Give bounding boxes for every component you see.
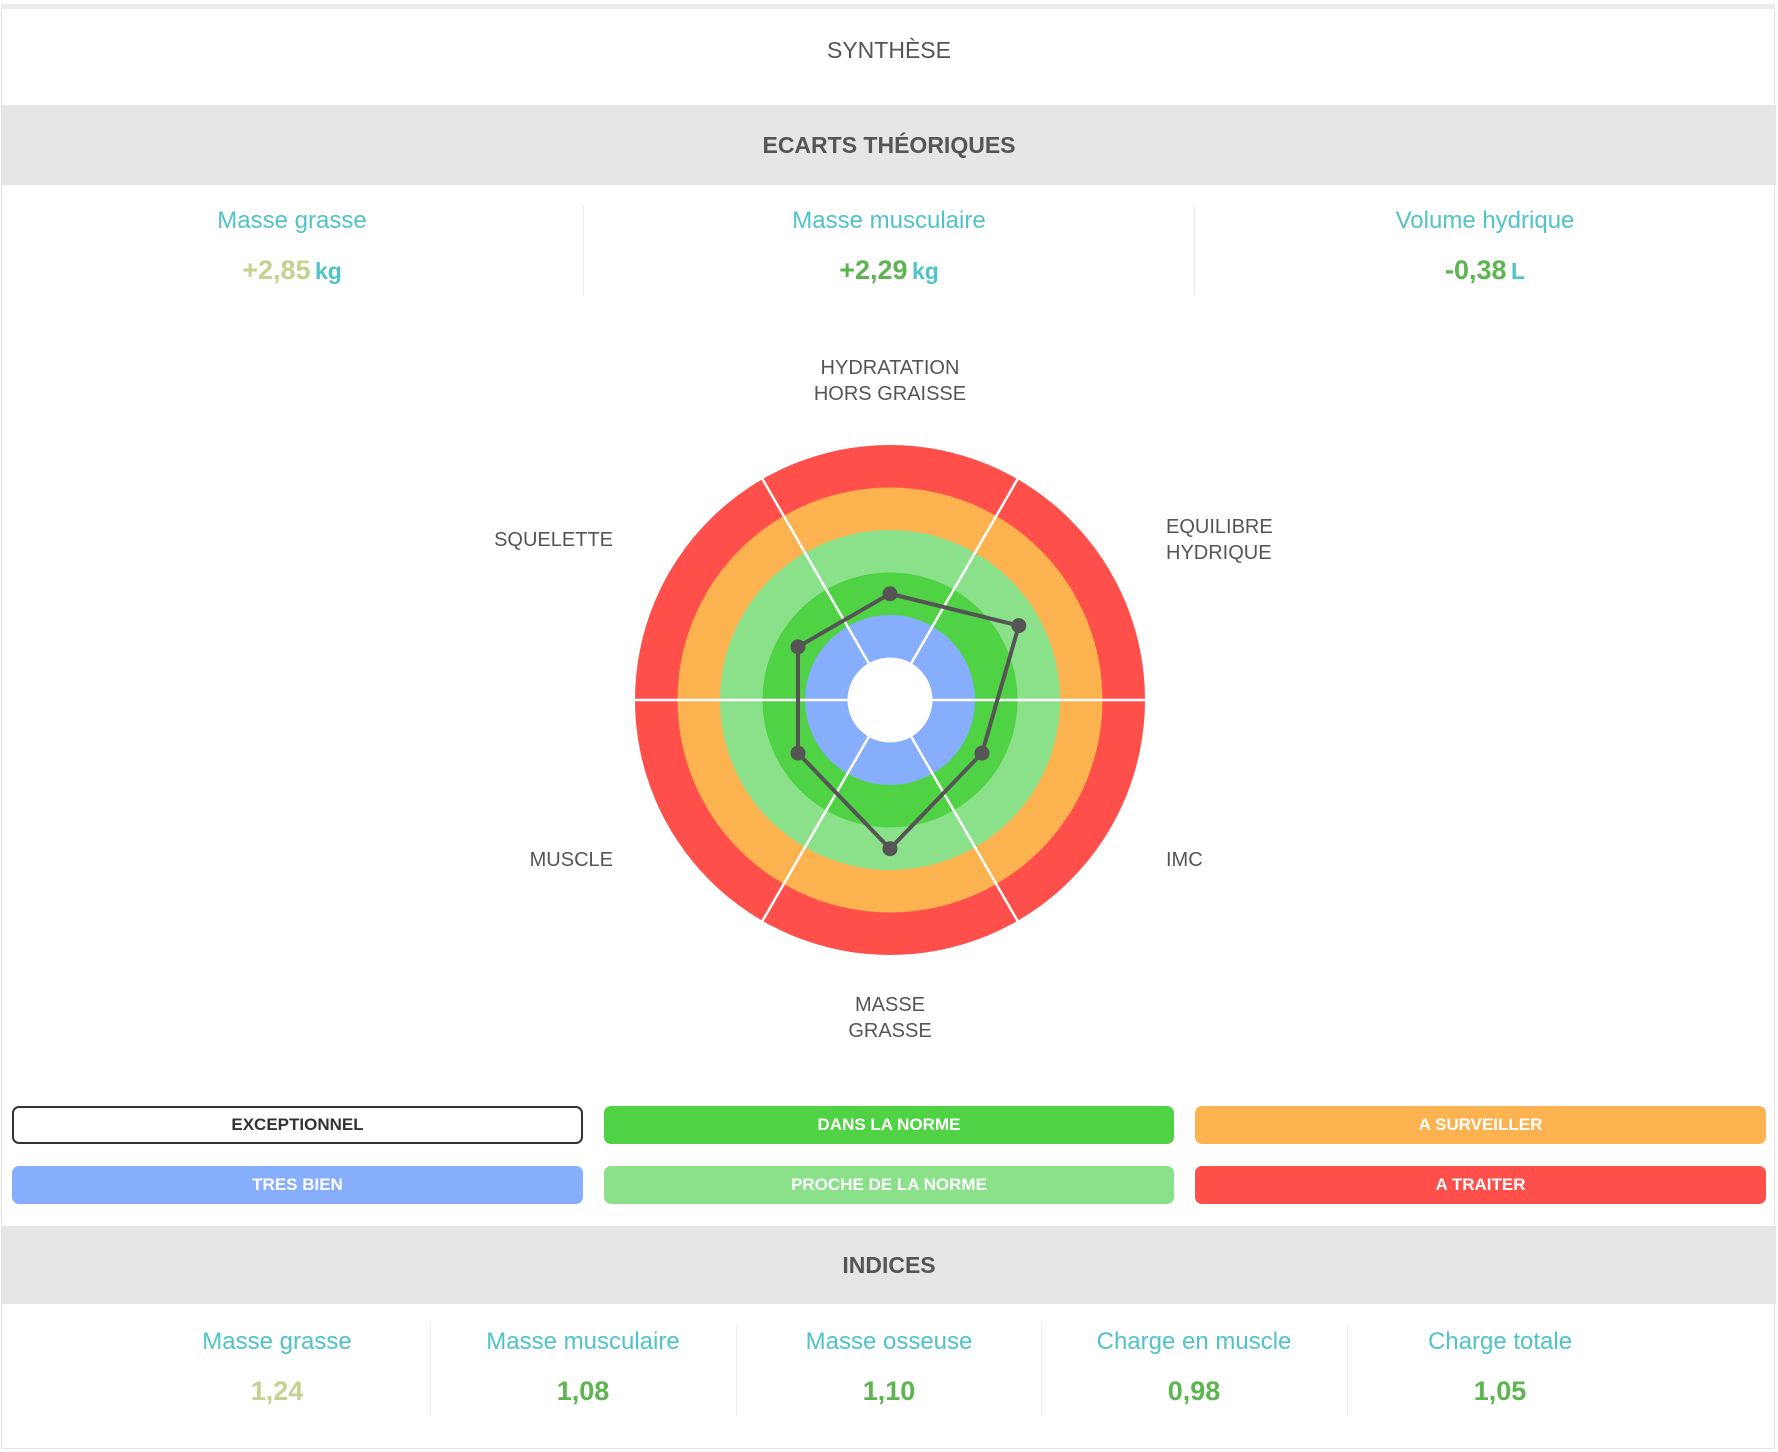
sector-divider	[910, 736, 1019, 922]
stat-value: +2,29	[839, 255, 908, 285]
divider	[583, 205, 584, 295]
legend-exceptionnel: EXCEPTIONNEL	[12, 1106, 583, 1144]
ecart-masse-grasse: Masse grasse +2,85 kg	[2, 207, 582, 286]
page-title: SYNTHÈSE	[827, 37, 951, 63]
indice-charge-totale: Charge totale 1,05	[1347, 1328, 1653, 1407]
radar-point-equilibre-hydrique	[1011, 618, 1027, 634]
axis-label-line: HYDRATATION	[820, 357, 960, 379]
indice-label: Charge totale	[1427, 1328, 1573, 1355]
indice-value: 1,08	[556, 1376, 610, 1406]
legend-dans-la-norme: DANS LA NORME	[604, 1106, 1174, 1144]
axis-label-line: HYDRIQUE	[1166, 542, 1272, 564]
stat-label: Masse grasse	[217, 207, 367, 234]
axis-label-line: SQUELETTE	[494, 529, 613, 551]
stat-unit: L	[1510, 258, 1526, 284]
stat-value: -0,38	[1444, 255, 1507, 285]
indice-masse-grasse: Masse grasse 1,24	[124, 1328, 430, 1407]
indice-masse-osseuse: Masse osseuse 1,10	[736, 1328, 1042, 1407]
axis-label-hydratation: HYDRATATION HORS GRAISSE	[740, 355, 1040, 407]
stat-value: +2,85	[242, 255, 311, 285]
indice-value: 1,24	[250, 1376, 304, 1406]
sector-divider	[910, 478, 1019, 664]
axis-label-line: HORS GRAISSE	[813, 383, 967, 405]
legend-tres-bien: TRES BIEN	[12, 1166, 583, 1204]
axis-label-line: IMC	[1166, 849, 1203, 871]
axis-label-line: GRASSE	[848, 1020, 932, 1042]
axis-label-equilibre-hydrique: EQUILIBRE HYDRIQUE	[1166, 514, 1273, 566]
radar-point-squelette	[790, 639, 806, 655]
ring-exceptionnel	[847, 657, 933, 743]
sector-divider	[761, 736, 870, 922]
indice-value: 1,10	[862, 1376, 916, 1406]
axis-label-squelette: SQUELETTE	[313, 527, 613, 553]
indices-title: INDICES	[842, 1252, 936, 1278]
indice-label: Masse musculaire	[486, 1328, 680, 1355]
ecart-masse-musculaire: Masse musculaire +2,29 kg	[584, 207, 1194, 286]
stat-unit: kg	[314, 258, 342, 284]
radar-point-muscle	[790, 745, 806, 761]
indice-value: 1,05	[1473, 1376, 1527, 1406]
synthese-card	[1, 4, 1775, 1449]
divider	[1194, 205, 1195, 295]
axis-label-line: EQUILIBRE	[1166, 516, 1273, 538]
stat-label: Volume hydrique	[1395, 207, 1575, 234]
indice-label: Masse osseuse	[805, 1328, 973, 1355]
radar-point-hydratation-hors-graisse	[882, 586, 898, 602]
axis-label-line: MASSE	[854, 994, 926, 1016]
axis-label-line: MUSCLE	[529, 849, 613, 871]
stat-label: Masse musculaire	[792, 207, 986, 234]
sector-divider	[761, 478, 870, 664]
indices-header: INDICES	[2, 1226, 1776, 1304]
axis-label-muscle: MUSCLE	[313, 847, 613, 873]
radar-point-masse-grasse	[882, 841, 898, 857]
ecarts-header: ECARTS THÉORIQUES	[2, 105, 1776, 185]
indice-label: Charge en muscle	[1096, 1328, 1292, 1355]
indice-value: 0,98	[1167, 1376, 1221, 1406]
axis-label-masse-grasse: MASSE GRASSE	[740, 992, 1040, 1044]
indice-label: Masse grasse	[202, 1328, 352, 1355]
axis-label-imc: IMC	[1166, 847, 1203, 873]
divider	[736, 1324, 737, 1416]
indice-masse-musculaire: Masse musculaire 1,08	[430, 1328, 736, 1407]
ecart-volume-hydrique: Volume hydrique -0,38 L	[1195, 207, 1775, 286]
legend-proche-de-la-norme: PROCHE DE LA NORME	[604, 1166, 1174, 1204]
radar-point-imc	[974, 745, 990, 761]
ecarts-title: ECARTS THÉORIQUES	[762, 132, 1016, 158]
legend-a-surveiller: A SURVEILLER	[1195, 1106, 1766, 1144]
divider	[1041, 1324, 1042, 1416]
divider	[430, 1324, 431, 1416]
indice-charge-en-muscle: Charge en muscle 0,98	[1041, 1328, 1347, 1407]
stat-unit: kg	[911, 258, 939, 284]
legend-a-traiter: A TRAITER	[1195, 1166, 1766, 1204]
divider	[1347, 1324, 1348, 1416]
